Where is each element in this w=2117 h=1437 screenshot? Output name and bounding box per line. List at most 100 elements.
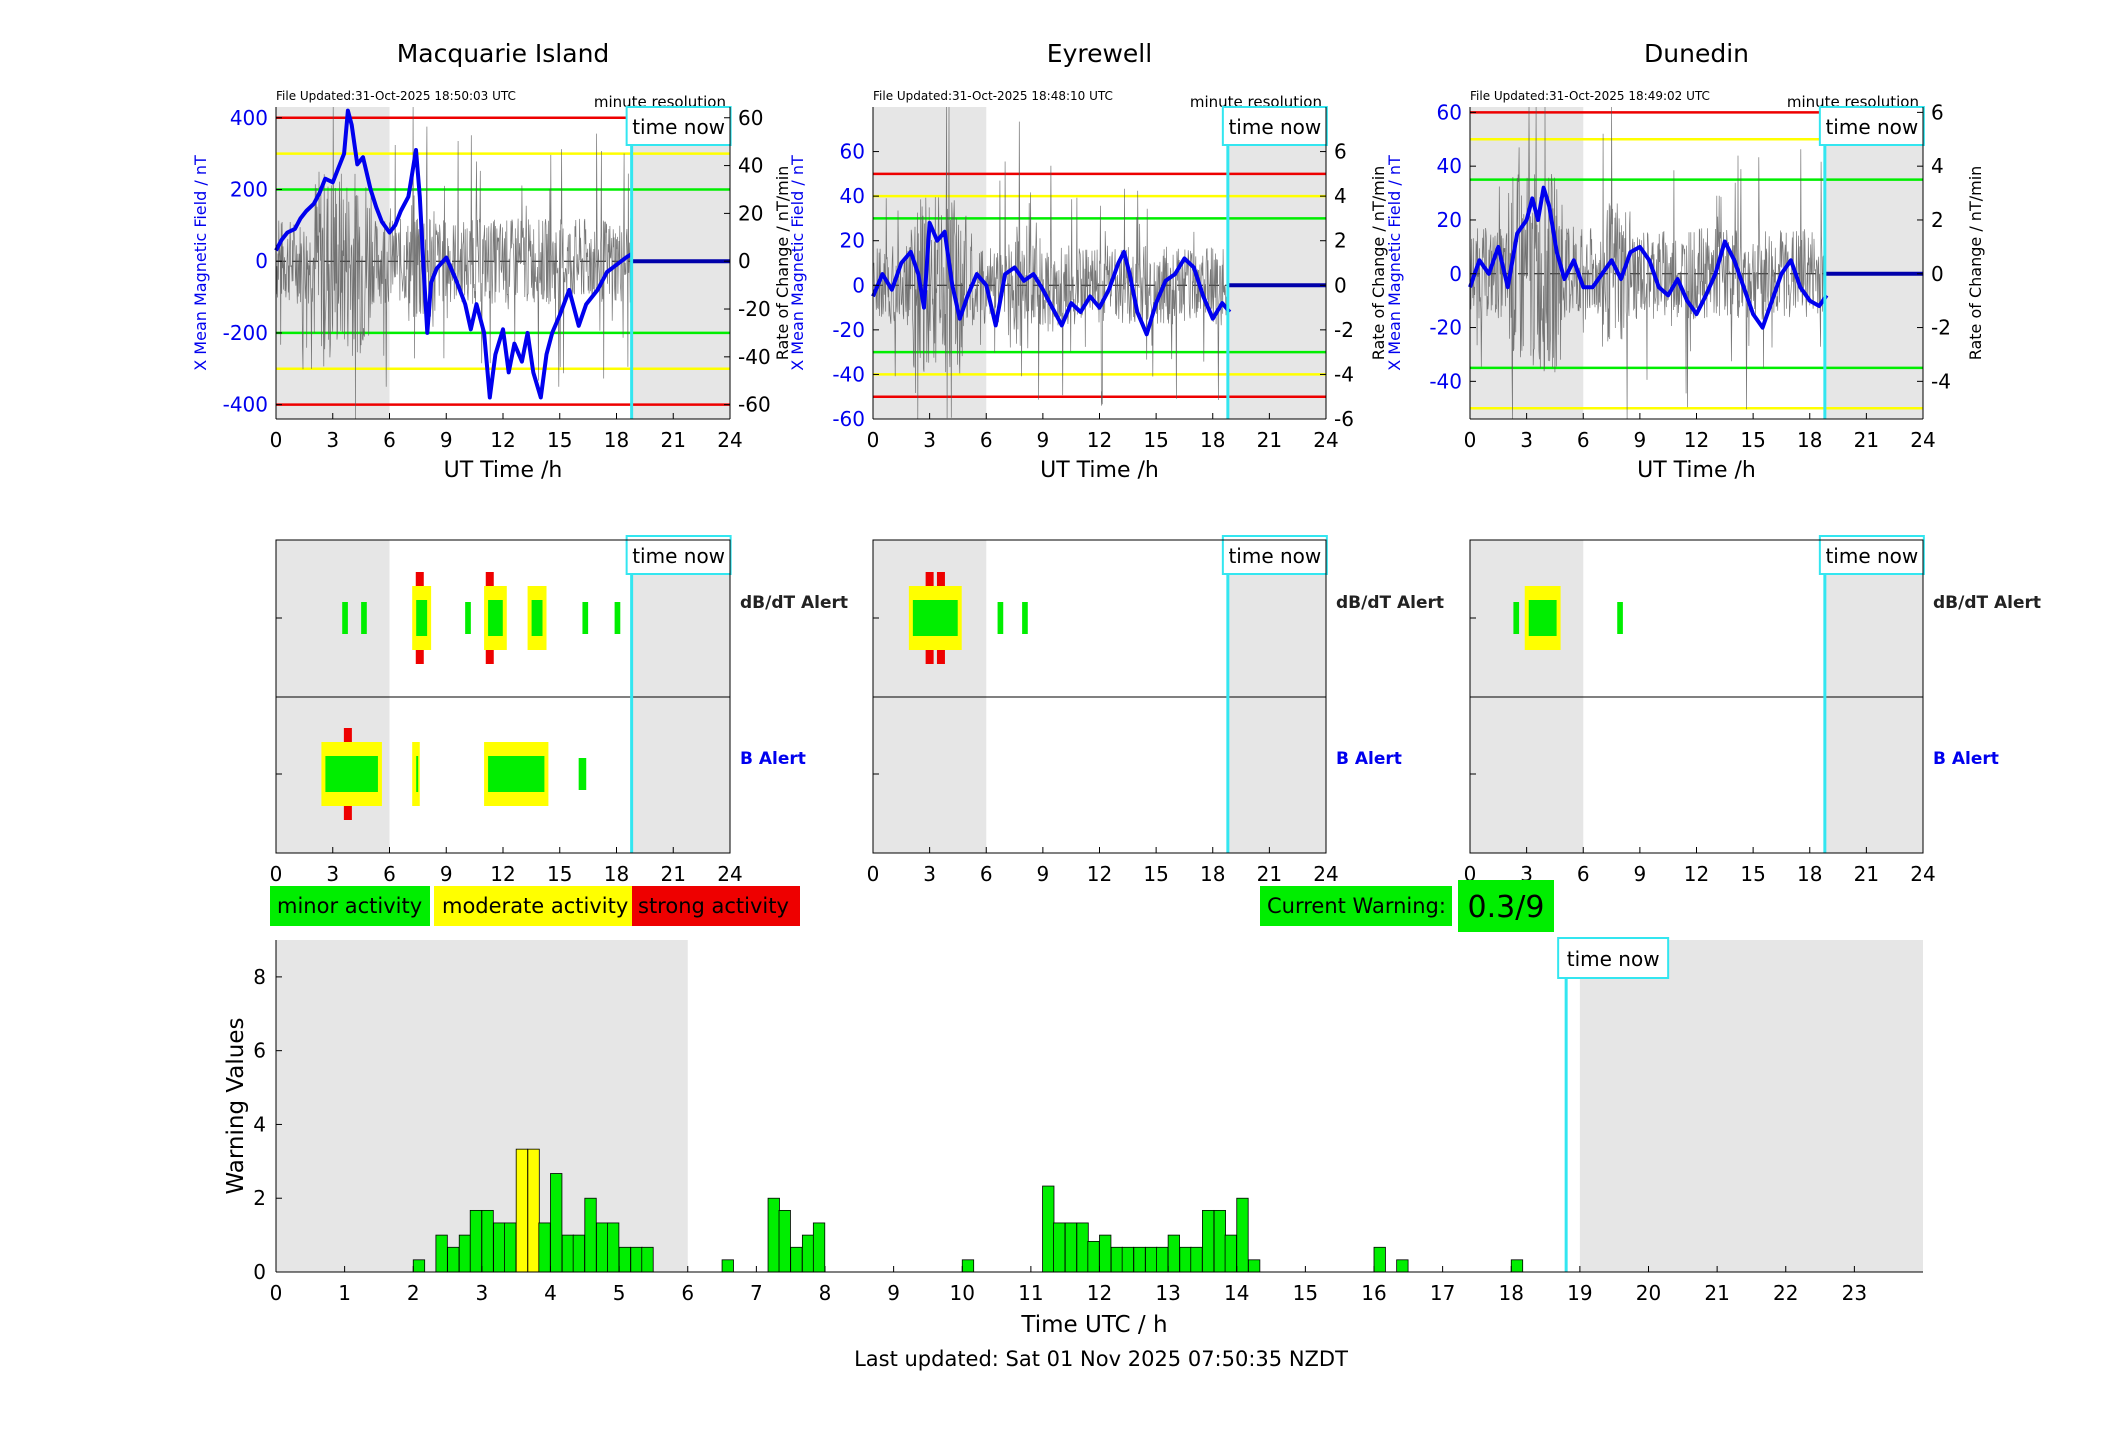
warning-bar	[1213, 1209, 1226, 1273]
y-tick-label-left: 60	[840, 140, 865, 164]
x-tick-label: 24	[1313, 428, 1338, 452]
b-alert-label: B Alert	[1933, 749, 1999, 769]
alert-x-tick-label: 9	[440, 862, 453, 886]
chart-x-tick-label: 6	[681, 1281, 694, 1305]
chart-x-tick-label: 14	[1224, 1281, 1249, 1305]
chart-x-tick-label: 15	[1293, 1281, 1318, 1305]
y-tick-label-left: 40	[1437, 154, 1462, 178]
warning-bar	[790, 1246, 803, 1273]
station-panel-2: Dunedin File Updated:31-Oct-2025 18:49:02…	[1385, 39, 1985, 483]
legend-minor-swatch	[270, 886, 430, 926]
warning-bar	[1099, 1234, 1112, 1273]
warning-bar	[458, 1234, 472, 1273]
b-alert-bar-minor	[416, 756, 419, 792]
y-tick-label-right: 0	[738, 249, 751, 273]
now-label-box	[625, 106, 732, 146]
warning-bar	[1248, 1259, 1261, 1273]
x-tick-label: 12	[490, 428, 515, 452]
alert-now-label-box	[1818, 535, 1925, 575]
chart-y-tick-label: 2	[253, 1186, 266, 1210]
right-y-axis-label: Rate of Change / nT/min	[773, 166, 792, 361]
station-title: Eyrewell	[1047, 39, 1152, 68]
rate-of-change-series	[1469, 106, 1826, 420]
now-label: time now	[1825, 115, 1918, 139]
alert-panel-0: time now dB/dT Alert B Alert 0 3 6 9 12 15 18 21 24	[270, 535, 848, 886]
dbdt-alert-bar-minor	[531, 600, 543, 636]
chart-x-tick-label: 9	[887, 1281, 900, 1305]
dbdt-alert-bar-minor	[342, 602, 348, 634]
x-tick-label: 21	[1854, 428, 1879, 452]
warning-bar	[1202, 1209, 1215, 1273]
alert-x-tick-label: 15	[547, 862, 572, 886]
chart-x-tick-label: 18	[1499, 1281, 1524, 1305]
dbdt-strong-mark	[936, 572, 945, 586]
x-tick-label: 12	[1087, 428, 1112, 452]
dbdt-alert-bar-minor	[997, 602, 1004, 634]
chart-x-tick-label: 1	[338, 1281, 351, 1305]
x-tick-label: 3	[326, 428, 339, 452]
chart-x-tick-label: 0	[270, 1281, 283, 1305]
left-y-axis-label: X Mean Magnetic Field / nT	[1385, 155, 1404, 371]
b-alert-bar-minor	[488, 756, 545, 792]
chart-x-tick-label: 3	[476, 1281, 489, 1305]
y-tick-label-left: 40	[840, 184, 865, 208]
chart-x-tick-label: 22	[1773, 1281, 1798, 1305]
warning-bar	[1510, 1259, 1524, 1273]
x-tick-label: 0	[1464, 428, 1477, 452]
b-alert-label: B Alert	[1336, 749, 1402, 769]
dbdt-alert-bar-minor	[912, 600, 958, 636]
alert-x-tick-label: 21	[661, 862, 686, 886]
y-tick-label-left: 400	[230, 106, 268, 130]
alert-x-tick-label: 12	[1684, 862, 1709, 886]
alert-x-tick-label: 0	[867, 862, 880, 886]
dbdt-alert-bar-minor	[488, 600, 503, 636]
warning-bar	[1179, 1246, 1192, 1273]
alert-x-tick-label: 18	[1200, 862, 1225, 886]
b-strong-mark	[343, 806, 352, 820]
alert-x-tick-label: 9	[1634, 862, 1647, 886]
dbdt-strong-mark	[415, 572, 424, 586]
b-alert-label: B Alert	[740, 749, 806, 769]
chart-x-tick-label: 7	[750, 1281, 763, 1305]
warning-bar	[550, 1173, 563, 1273]
warning-bar	[1167, 1234, 1180, 1273]
y-tick-label-right: 6	[1931, 100, 1944, 124]
alert-now-label: time now	[1825, 544, 1918, 568]
y-tick-label-right: 0	[1334, 273, 1347, 297]
y-tick-label-right: -2	[1334, 318, 1354, 342]
y-tick-label-left: 0	[255, 249, 268, 273]
y-tick-label-right: -20	[738, 297, 771, 321]
now-label: time now	[1228, 115, 1321, 139]
warning-bar	[1064, 1222, 1078, 1273]
warning-bar	[961, 1259, 975, 1273]
legend-strong-label: strong activity	[638, 894, 789, 918]
current-warning: Current Warning: 0.3/9	[1260, 880, 1554, 932]
left-y-axis-label: X Mean Magnetic Field / nT	[191, 155, 210, 371]
y-tick-label-right: -60	[738, 393, 771, 417]
warning-bar	[607, 1222, 620, 1273]
alert-x-tick-label: 24	[717, 862, 742, 886]
station-panel-0: Macquarie Island File Updated:31-Oct-2025…	[191, 39, 792, 483]
station-title: Dunedin	[1644, 39, 1749, 68]
b-alert-bar-minor	[578, 758, 587, 790]
dbdt-alert-bar-minor	[582, 602, 589, 634]
dbdt-strong-mark	[485, 650, 494, 664]
x-tick-label: 3	[1520, 428, 1533, 452]
chart-x-tick-label: 8	[819, 1281, 832, 1305]
y-tick-label-right: 4	[1334, 184, 1347, 208]
now-label-box	[1818, 106, 1925, 146]
y-tick-label-left: -20	[832, 318, 865, 342]
dbdt-alert-bar-minor	[465, 602, 471, 634]
b-alert-bar-minor	[325, 756, 378, 792]
future-shade	[1227, 107, 1326, 419]
dbdt-strong-mark	[485, 572, 494, 586]
chart-future-shade	[1579, 940, 1923, 1272]
alert-x-tick-label: 0	[270, 862, 283, 886]
x-tick-label: 3	[923, 428, 936, 452]
dbdt-alert-bar-minor	[361, 602, 367, 634]
y-tick-label-left: 200	[230, 177, 268, 201]
legend-moderate-label: moderate activity	[442, 894, 628, 918]
chart-now-label-box	[1557, 937, 1670, 979]
